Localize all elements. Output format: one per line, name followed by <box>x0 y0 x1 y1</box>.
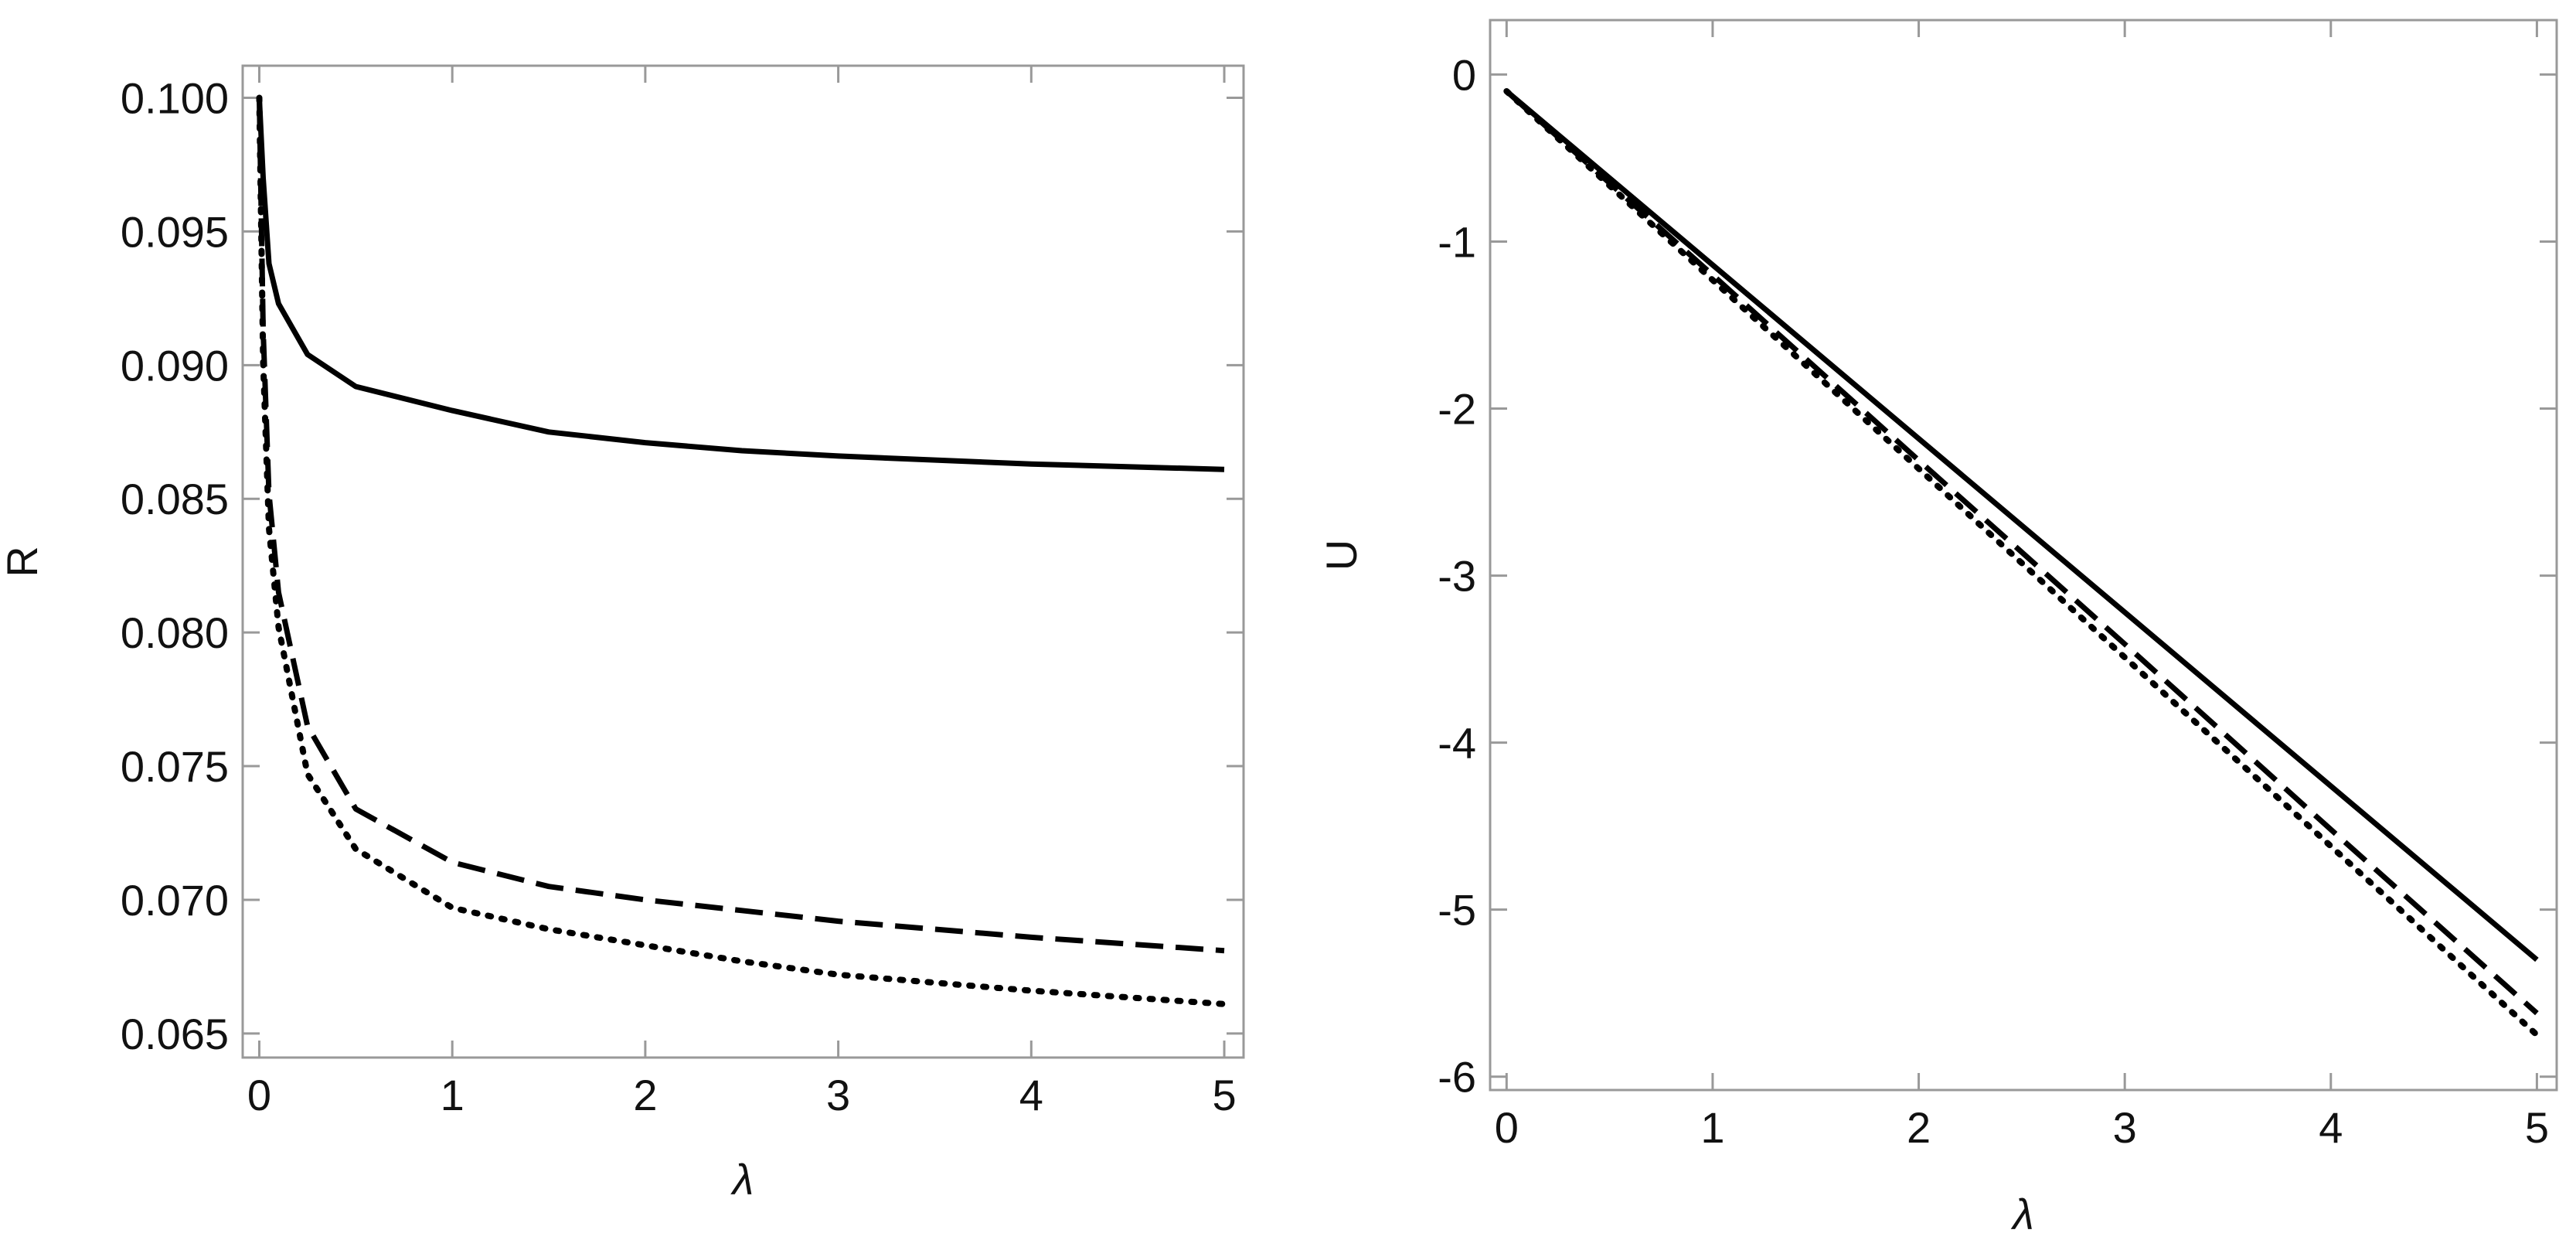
y-tick-label: -6 <box>1438 1053 1476 1102</box>
y-axis-label: R <box>0 546 46 577</box>
y-tick-label: 0.065 <box>121 1010 229 1058</box>
series-line <box>1503 88 2540 1038</box>
y-tick-label: 0.075 <box>121 742 229 791</box>
y-axis-label: U <box>1317 540 1366 571</box>
x-tick-label: 4 <box>1019 1071 1043 1119</box>
y-tick-label: 0.095 <box>121 207 229 256</box>
y-tick-label: 0.085 <box>121 475 229 523</box>
x-tick-label: 3 <box>826 1071 850 1119</box>
plot-frame <box>241 64 1245 1059</box>
y-tick-label: 0 <box>1452 50 1476 99</box>
series-line <box>1505 89 2539 962</box>
y-tick-label: 0.100 <box>121 73 229 122</box>
y-tick-label: -3 <box>1438 552 1476 601</box>
x-tick-label: 0 <box>1495 1103 1519 1152</box>
series-line <box>1504 89 2539 1016</box>
y-tick-label: 0.070 <box>121 876 229 925</box>
x-tick-label: 5 <box>2525 1103 2549 1152</box>
x-axis-label: λ <box>730 1155 754 1204</box>
series-line <box>256 94 1227 1007</box>
x-axis-label: λ <box>2010 1190 2034 1238</box>
y-tick-label: -2 <box>1438 385 1476 434</box>
y-tick-label: 0.080 <box>121 608 229 657</box>
x-tick-label: 2 <box>633 1071 657 1119</box>
y-tick-label: -1 <box>1438 217 1476 266</box>
x-tick-label: 3 <box>2113 1103 2137 1152</box>
x-tick-label: 4 <box>2319 1103 2343 1152</box>
plot-frame <box>1489 19 2558 1092</box>
series-line <box>257 97 1225 954</box>
x-tick-label: 1 <box>441 1071 464 1119</box>
x-tick-label: 2 <box>1907 1103 1931 1152</box>
y-tick-label: -4 <box>1438 719 1476 768</box>
x-tick-label: 5 <box>1212 1071 1236 1119</box>
x-tick-label: 1 <box>1700 1103 1724 1152</box>
y-tick-label: -5 <box>1438 886 1476 935</box>
y-tick-label: 0.090 <box>121 341 229 390</box>
x-tick-label: 0 <box>247 1071 271 1119</box>
series-line <box>257 97 1225 472</box>
